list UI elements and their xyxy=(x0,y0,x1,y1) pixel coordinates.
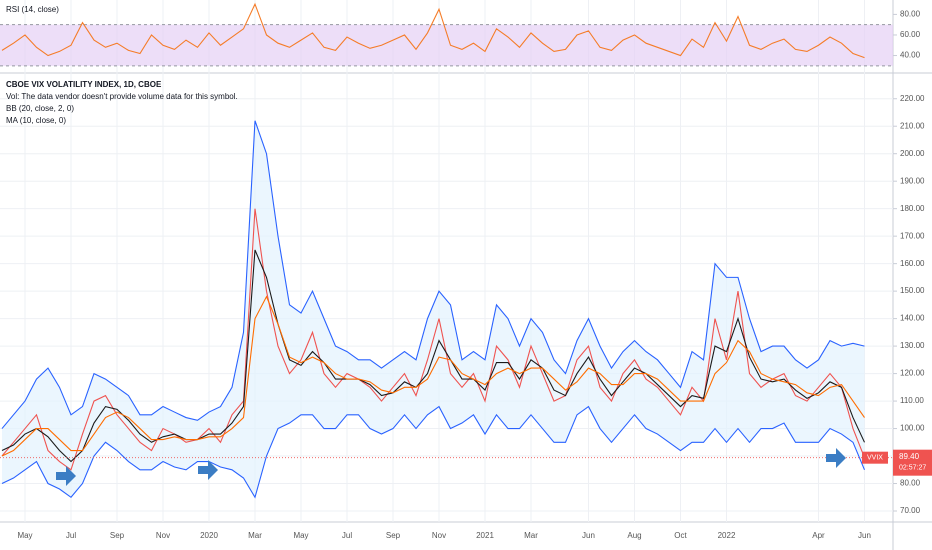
price-title: CBOE VIX VOLATILITY INDEX, 1D, CBOE xyxy=(6,80,162,89)
x-tick-label: Mar xyxy=(248,531,262,540)
series-line xyxy=(1,2,865,59)
series-line xyxy=(1,405,866,499)
series-line xyxy=(1,249,865,463)
rsi-title: RSI (14, close) xyxy=(6,5,59,14)
band-fill xyxy=(2,120,865,498)
last-price-box xyxy=(893,449,932,476)
y-tick-label: 180.00 xyxy=(900,204,925,213)
series-line xyxy=(1,208,866,471)
x-tick-label: Nov xyxy=(432,531,446,540)
y-tick-label: 150.00 xyxy=(900,286,925,295)
x-tick-label: Sep xyxy=(110,531,125,540)
x-tick-label: 2021 xyxy=(476,531,494,540)
arrow-icon xyxy=(826,448,846,468)
x-tick-label: Jun xyxy=(582,531,595,540)
rsi-band xyxy=(0,24,893,66)
x-tick-label: Jun xyxy=(858,531,871,540)
arrow-icon xyxy=(56,466,76,486)
y-tick-label: 130.00 xyxy=(900,341,925,350)
x-tick-label: Apr xyxy=(812,531,825,540)
y-tick-label: 100.00 xyxy=(900,424,925,433)
x-tick-label: Nov xyxy=(156,531,170,540)
y-tick-label: 110.00 xyxy=(900,396,924,405)
arrow-icon xyxy=(198,460,218,480)
y-tick-label: 200.00 xyxy=(900,149,925,158)
x-tick-label: Jul xyxy=(66,531,76,540)
y-tick-label: 80.00 xyxy=(900,479,921,488)
y-tick-label: 210.00 xyxy=(900,121,925,130)
last-price-label: 89.40 xyxy=(899,452,920,461)
y-tick-label: 40.00 xyxy=(900,51,921,60)
legend-line: Vol: The data vendor doesn't provide vol… xyxy=(6,92,238,101)
y-tick-label: 190.00 xyxy=(900,176,925,185)
symbol-box xyxy=(862,451,888,464)
x-tick-label: May xyxy=(293,531,308,540)
legend-line: BB (20, close, 2, 0) xyxy=(6,104,74,113)
series-line xyxy=(1,120,865,429)
y-tick-label: 80.00 xyxy=(900,10,921,19)
y-tick-label: 160.00 xyxy=(900,259,925,268)
legend-line: MA (10, close, 0) xyxy=(6,116,66,125)
x-tick-label: Oct xyxy=(674,531,687,540)
x-tick-label: Mar xyxy=(524,531,538,540)
symbol-label: VVIX xyxy=(867,455,883,462)
x-tick-label: 2022 xyxy=(718,531,736,540)
countdown-label: 02:57:27 xyxy=(899,465,926,472)
y-tick-label: 220.00 xyxy=(900,94,925,103)
series-line xyxy=(1,295,865,457)
y-tick-label: 60.00 xyxy=(900,30,921,39)
x-tick-label: Aug xyxy=(627,531,641,540)
y-tick-label: 70.00 xyxy=(900,506,921,515)
y-tick-label: 170.00 xyxy=(900,231,925,240)
x-tick-label: May xyxy=(17,531,32,540)
y-tick-label: 140.00 xyxy=(900,314,925,323)
y-tick-label: 120.00 xyxy=(900,369,925,378)
x-tick-label: Sep xyxy=(386,531,401,540)
x-tick-label: Jul xyxy=(342,531,352,540)
x-tick-label: 2020 xyxy=(200,531,218,540)
